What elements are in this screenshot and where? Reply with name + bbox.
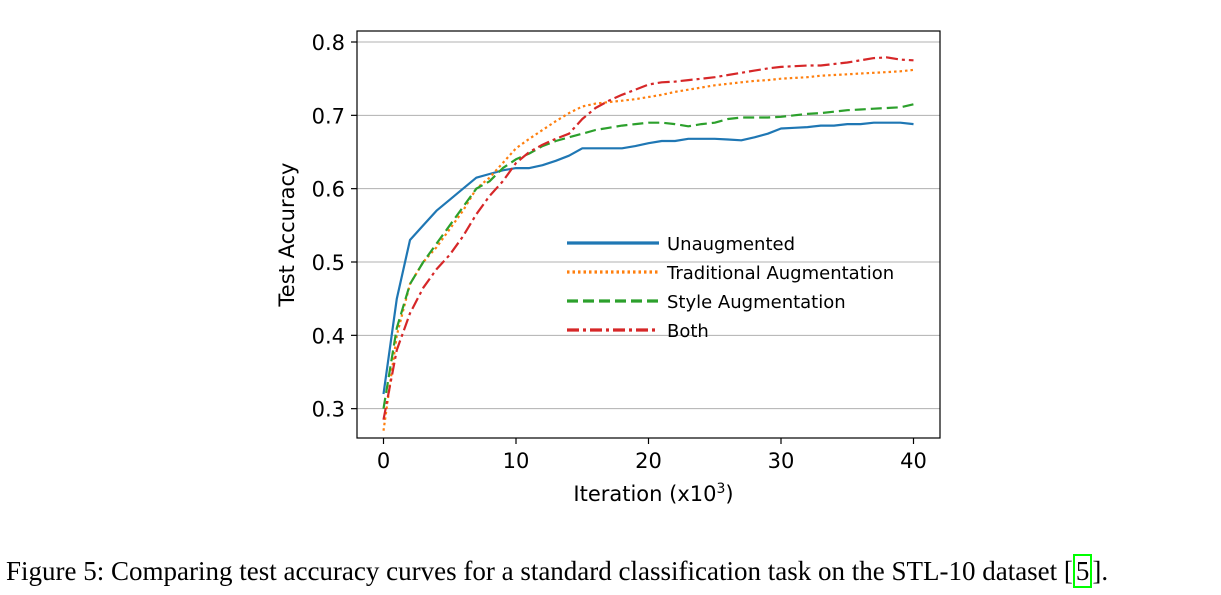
series-line-0: [382, 121, 914, 395]
legend-label: Style Augmentation: [667, 292, 846, 313]
x-tick-label: 40: [900, 449, 927, 473]
x-tick-label: 10: [503, 449, 530, 473]
series-line-3: [382, 56, 914, 420]
legend-label: Traditional Augmentation: [666, 263, 894, 284]
legend-label: Both: [667, 321, 709, 342]
line-chart: 0.3 0.4 0.5 0.6 0.7 0.8 0 10 20 30 40 Unaugmented T…: [275, 30, 941, 506]
figure-caption: Figure 5: Comparing test accuracy curves…: [6, 554, 1218, 588]
y-tick-label: 0.3: [312, 398, 345, 422]
x-tick-label: 0: [377, 449, 390, 473]
x-axis-label-superscript: 3: [716, 481, 725, 497]
legend: Unaugmented Traditional Augmentation Style…: [567, 234, 894, 342]
y-axis-label: Test Accuracy: [275, 163, 299, 308]
series-line-1: [382, 68, 914, 431]
y-tick-label: 0.6: [312, 178, 345, 202]
caption-suffix: ].: [1092, 556, 1109, 586]
axis-ticks: 0.3 0.4 0.5 0.6 0.7 0.8 0 10 20 30 40: [312, 31, 927, 473]
x-axis-label-close: ): [725, 482, 733, 506]
x-tick-label: 20: [635, 449, 662, 473]
y-tick-label: 0.7: [312, 104, 345, 128]
x-tick-label: 30: [768, 449, 795, 473]
y-tick-label: 0.4: [312, 324, 345, 348]
y-tick-label: 0.5: [312, 251, 345, 275]
x-axis-label-main: Iteration (x10: [573, 482, 716, 506]
caption-text: Figure 5: Comparing test accuracy curves…: [6, 556, 1073, 586]
legend-label: Unaugmented: [667, 234, 795, 255]
citation-link[interactable]: 5: [1072, 554, 1093, 588]
series-line-2: [382, 103, 914, 409]
x-axis-label: Iteration (x103): [573, 481, 733, 506]
gridlines: [357, 41, 940, 410]
series-layer: [382, 56, 914, 431]
y-tick-label: 0.8: [312, 31, 345, 55]
